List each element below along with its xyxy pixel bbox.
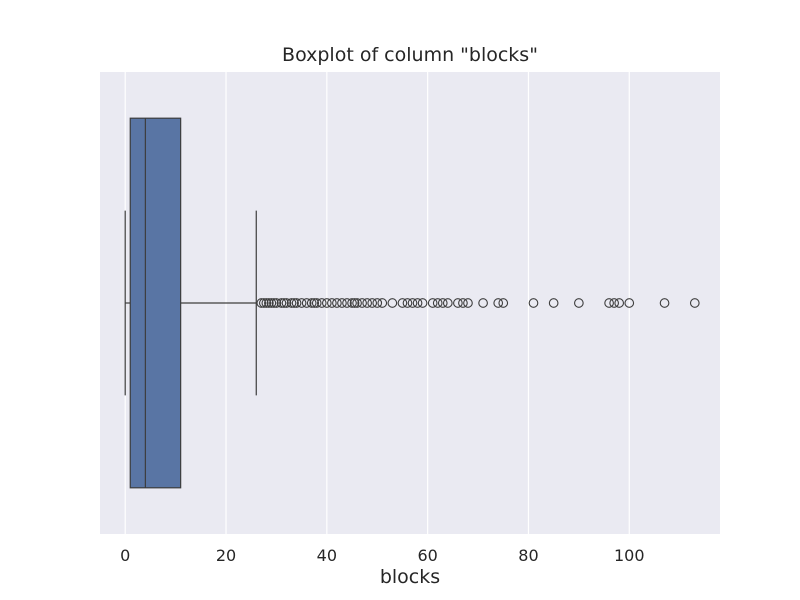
outlier-point — [301, 298, 312, 308]
x-tick-label: 0 — [120, 546, 130, 565]
x-tick-label: 80 — [518, 546, 538, 565]
outlier-point — [337, 298, 347, 308]
outlier-point — [347, 298, 357, 308]
outlier-point — [271, 298, 282, 308]
outlier-point — [311, 298, 322, 308]
outlier-point — [574, 298, 584, 308]
outlier-point — [432, 298, 443, 308]
x-axis-label: blocks — [379, 566, 441, 588]
outlier-point — [377, 298, 388, 308]
outlier-point — [659, 298, 670, 308]
outlier-point — [269, 298, 279, 308]
x-tick-label: 100 — [614, 546, 645, 565]
outlier-point — [407, 298, 418, 308]
outlier-point — [286, 298, 297, 308]
x-tick-labels: 0 20 40 60 80 100 — [120, 546, 644, 565]
outlier-point — [478, 298, 488, 308]
outlier-point — [624, 298, 635, 308]
outlier-points — [256, 298, 700, 308]
outlier-point — [498, 298, 509, 308]
outlier-point — [437, 298, 448, 308]
outlier-point — [357, 298, 367, 308]
x-tick-label: 40 — [317, 546, 337, 565]
outlier-point — [387, 298, 398, 308]
outlier-point — [261, 298, 272, 308]
outlier-point — [372, 298, 383, 308]
outlier-point — [276, 298, 287, 308]
outlier-point — [427, 298, 438, 308]
outlier-point — [689, 298, 700, 308]
outlier-point — [352, 298, 362, 308]
outlier-point — [291, 298, 302, 308]
outlier-point — [402, 298, 413, 308]
outlier-point — [332, 298, 342, 308]
outlier-point — [442, 298, 453, 308]
outlier-point — [316, 298, 327, 308]
outlier-point — [397, 298, 408, 308]
outlier-point — [279, 298, 289, 308]
outlier-point — [289, 298, 299, 308]
outlier-point — [306, 298, 317, 308]
chart-title: Boxplot of column "blocks" — [282, 44, 538, 66]
iqr-box — [129, 117, 182, 489]
outlier-point — [412, 298, 423, 308]
outlier-point — [463, 298, 473, 308]
outlier-point — [548, 298, 559, 308]
outlier-point — [264, 298, 274, 308]
outlier-point — [256, 298, 267, 308]
outlier-point — [321, 298, 332, 308]
outlier-point — [258, 298, 269, 308]
outlier-point — [349, 298, 360, 308]
outlier-point — [296, 298, 307, 308]
outlier-point — [604, 298, 614, 308]
box-group — [124, 117, 257, 489]
outlier-point — [266, 298, 277, 308]
outlier-point — [367, 298, 378, 308]
x-tick-label: 60 — [417, 546, 437, 565]
x-tick-label: 20 — [216, 546, 236, 565]
outlier-point — [493, 298, 504, 308]
outlier-point — [453, 298, 463, 308]
outlier-point — [342, 298, 352, 308]
outlier-point — [281, 298, 292, 308]
outlier-point — [614, 298, 625, 308]
outlier-point — [309, 298, 320, 308]
outlier-point — [458, 298, 468, 308]
outlier-point — [327, 298, 337, 308]
outlier-point — [362, 298, 373, 308]
outlier-point — [417, 298, 428, 308]
outlier-point — [528, 298, 539, 308]
outlier-point — [609, 298, 619, 308]
